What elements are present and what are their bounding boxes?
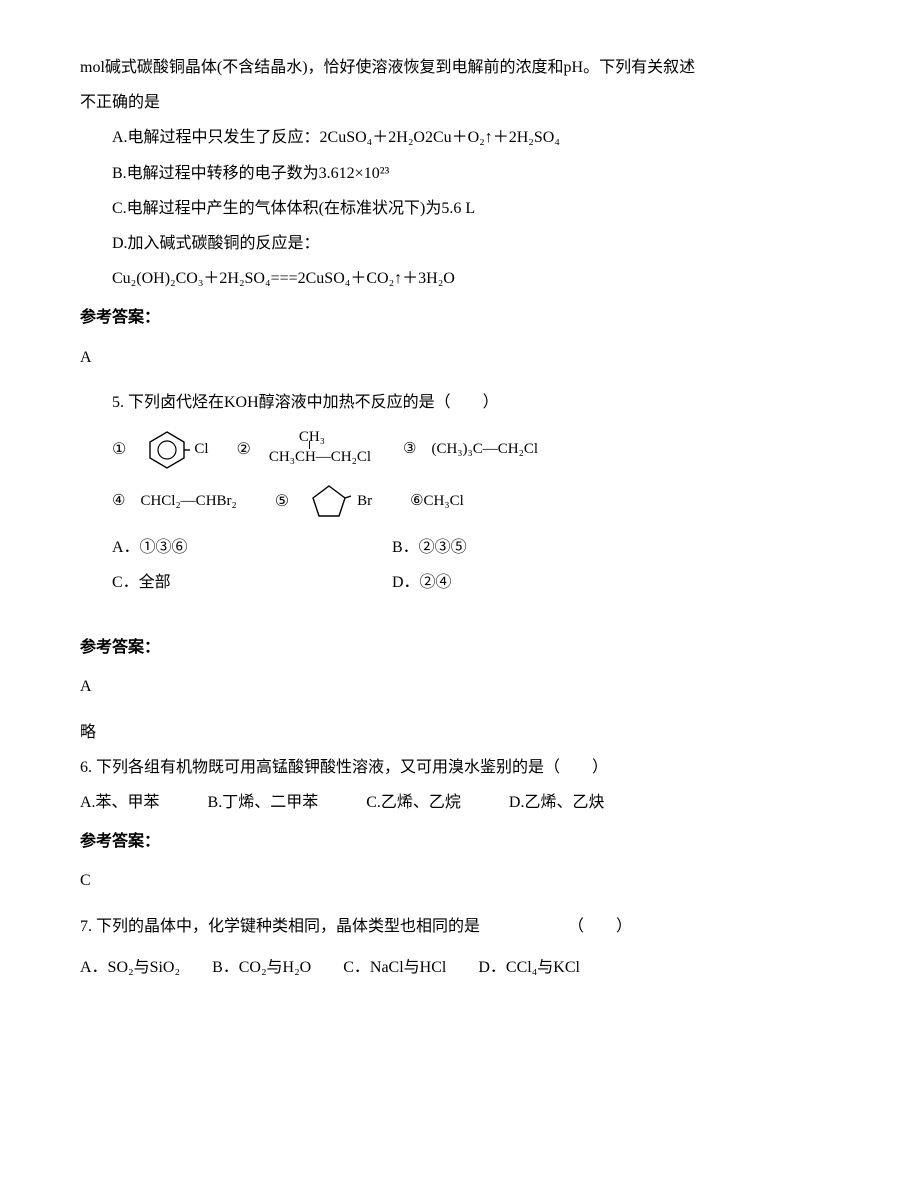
answer-6: C <box>80 863 840 898</box>
answer-5: A <box>80 669 840 704</box>
answer-5-note: 略 <box>80 715 840 750</box>
q5-2-main: CH₃CH—CH₂Cl <box>269 449 371 465</box>
q5-stem: 5. 下列卤代烃在KOH醇溶液中加热不反应的是（ ） <box>80 385 840 420</box>
intro-line-2: 不正确的是 <box>80 85 840 120</box>
q5-row-2: ④ CHCl₂—CHBr₂ ⑤ Br ⑥CH₃Cl <box>112 482 840 522</box>
q5-options-row-1: A．①③⑥ B．②③⑤ <box>112 530 840 565</box>
q4-option-d: D.加入碱式碳酸铜的反应是： <box>80 226 840 261</box>
q5-5-br: Br <box>357 491 372 512</box>
q5-label-2: ② <box>237 439 251 461</box>
q4-option-b: B.电解过程中转移的电子数为3.612×10²³ <box>80 156 840 191</box>
q5-option-c: C．全部 <box>112 565 392 600</box>
q5-option-d: D．②④ <box>392 565 840 600</box>
benzene-icon <box>144 428 190 472</box>
q5-label-5: ⑤ <box>275 491 289 513</box>
answer-heading-5: 参考答案： <box>80 630 840 665</box>
q4-option-d-eq: Cu₂(OH)₂CO₃＋2H₂SO₄===2CuSO₄＋CO₂↑＋3H₂O <box>80 261 840 296</box>
q7-stem: 7. 下列的晶体中，化学键种类相同，晶体类型也相同的是 （ ） <box>80 909 840 944</box>
q4-option-c: C.电解过程中产生的气体体积(在标准状况下)为5.6 L <box>80 191 840 226</box>
q5-2-ch3: CH₃ <box>299 427 325 448</box>
q5-4: ④ CHCl₂—CHBr₂ <box>112 491 237 512</box>
q5-options-row-2: C．全部 D．②④ <box>112 565 840 600</box>
q5-label-1: ① <box>112 439 126 461</box>
q6-stem: 6. 下列各组有机物既可用高锰酸钾酸性溶液，又可用溴水鉴别的是（ ） <box>80 750 840 785</box>
q5-structures: ① Cl ② CH₃ CH₃CH—CH₂Cl ③ (CH₃)₃C—CH₂Cl ④… <box>112 428 840 522</box>
q5-row-1: ① Cl ② CH₃ CH₃CH—CH₂Cl ③ (CH₃)₃C—CH₂Cl <box>112 428 840 472</box>
answer-4: A <box>80 340 840 375</box>
q5-option-b: B．②③⑤ <box>392 530 840 565</box>
q4-option-a: A.电解过程中只发生了反应：2CuSO₄＋2H₂O2Cu＋O₂↑＋2H₂SO₄ <box>80 120 840 155</box>
cyclopentane-icon <box>307 482 351 522</box>
answer-heading-6: 参考答案： <box>80 824 840 859</box>
intro-line-1: mol碱式碳酸铜晶体(不含结晶水)，恰好使溶液恢复到电解前的浓度和pH。下列有关… <box>80 50 840 85</box>
q5-1-cl: Cl <box>194 439 208 460</box>
q7-options: A．SO₂与SiO₂ B．CO₂与H₂O C．NaCl与HCl D．CCl₄与K… <box>80 950 840 985</box>
q5-3: ③ (CH₃)₃C—CH₂Cl <box>403 439 538 460</box>
q5-option-a: A．①③⑥ <box>112 530 392 565</box>
answer-heading-4: 参考答案： <box>80 300 840 335</box>
q5-6: ⑥CH₃Cl <box>410 491 464 512</box>
q6-options: A.苯、甲苯 B.丁烯、二甲苯 C.乙烯、乙烷 D.乙烯、乙炔 <box>80 785 840 820</box>
